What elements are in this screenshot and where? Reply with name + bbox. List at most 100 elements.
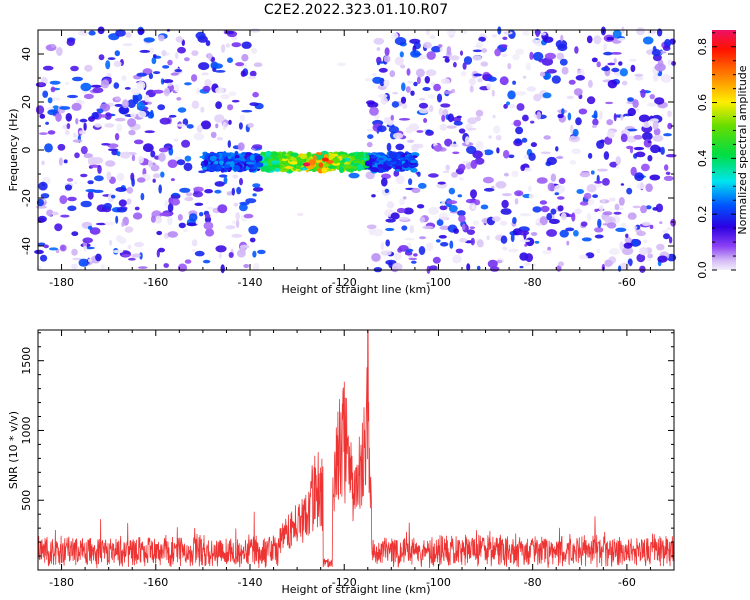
spectrogram-cell — [208, 52, 212, 61]
spectrogram-cell — [540, 32, 547, 36]
spectrogram-cell — [116, 172, 125, 182]
spectrogram-cell — [493, 125, 501, 134]
spectrogram-cell — [95, 222, 107, 226]
x-tick-label: -60 — [618, 276, 636, 289]
spectrogram-cell — [228, 119, 232, 125]
spectrogram-cell — [402, 196, 407, 200]
spectrogram-cell — [467, 127, 477, 131]
spectrogram-cell — [103, 202, 112, 210]
spectrogram-cell — [568, 135, 581, 143]
spectrogram-cell — [437, 44, 443, 48]
spectrogram-cell — [243, 213, 254, 219]
spectrogram-cell — [505, 101, 511, 106]
spectrogram-cell — [56, 47, 63, 56]
spectrogram-cell — [627, 97, 634, 102]
spectrogram-cell — [408, 257, 418, 261]
spectrogram-cell — [632, 99, 639, 109]
spectrogram-cell — [214, 70, 226, 73]
spectrogram-cell — [159, 212, 171, 217]
spectrogram-cell — [212, 63, 224, 69]
spectrogram-cell — [536, 177, 548, 184]
spectrogram-cell — [451, 171, 458, 178]
spectrogram-cell — [237, 142, 245, 151]
spectrogram-cell — [188, 213, 198, 222]
spectrogram-cell — [601, 66, 611, 72]
spectrogram-cell — [472, 49, 483, 53]
spectrogram-cell — [521, 137, 528, 143]
spectrogram-cell — [574, 208, 582, 215]
spectrogram-cell — [407, 139, 415, 143]
spectrogram-cell — [137, 28, 145, 35]
spectrogram-cell — [137, 155, 144, 164]
spectrogram-cell — [453, 61, 457, 68]
spectrogram-cell — [159, 117, 171, 125]
spectrogram-cell — [63, 159, 68, 164]
spectrogram-cell — [433, 145, 443, 152]
spectrogram-cell — [496, 259, 503, 264]
spectrogram-cell — [647, 140, 652, 144]
x-tick-label: -80 — [524, 576, 542, 589]
spectrogram-cell — [641, 119, 645, 122]
spectrogram-cell — [186, 124, 194, 129]
spectrogram-cell — [247, 75, 257, 80]
spectrogram-cell — [214, 114, 225, 123]
spectrogram-cell — [448, 205, 458, 213]
spectrogram-cell — [643, 239, 648, 244]
spectrogram-cell — [472, 150, 483, 159]
spectrogram-cell — [96, 108, 104, 114]
spectrogram-cell — [613, 211, 622, 215]
spectrogram-cell — [523, 262, 531, 266]
spectrogram-cell — [510, 233, 515, 243]
snr-background — [38, 330, 674, 570]
spectrogram-cell — [567, 112, 572, 121]
spectrogram-signal-cell — [327, 168, 333, 172]
spectrogram-cell — [184, 57, 190, 62]
spectrogram-cell — [640, 205, 648, 214]
spectrogram-cell — [452, 254, 462, 264]
spectrogram-cell — [218, 252, 222, 259]
spectrogram-cell — [440, 103, 451, 108]
spectrogram-cell — [121, 254, 131, 257]
spectrogram-cell — [389, 70, 396, 78]
spectrogram-signal-cell — [284, 166, 294, 169]
spectrogram-cell — [643, 138, 652, 148]
spectrogram-cell — [383, 55, 391, 63]
spectrogram-cell — [128, 129, 136, 136]
spectrogram-cell — [162, 79, 174, 84]
spectrogram-cell — [80, 200, 92, 208]
spectrogram-cell — [186, 222, 198, 227]
spectrogram-signal-cell — [338, 166, 345, 174]
spectrogram-cell — [413, 81, 418, 87]
spectrogram-cell — [668, 236, 673, 244]
spectrogram-cell — [98, 54, 105, 61]
spectrogram-cell — [647, 155, 653, 162]
spectrogram-cell — [543, 135, 551, 140]
spectrogram-cell — [662, 45, 671, 51]
spectrogram-cell — [181, 39, 185, 46]
y-tick-label: 1000 — [20, 416, 33, 444]
spectrogram-cell — [556, 52, 565, 60]
spectrogram-cell — [257, 249, 266, 255]
spectrogram-cell — [249, 28, 261, 33]
spectrogram-cell — [400, 96, 407, 104]
spectrogram-signal-cell — [390, 161, 398, 165]
spectrogram-cell — [539, 200, 548, 205]
spectrogram-cell — [586, 35, 593, 44]
spectrogram-signal-cell — [246, 161, 255, 165]
spectrogram-cell — [620, 114, 624, 121]
spectrogram-cell — [252, 144, 263, 150]
spectrogram-cell — [215, 123, 219, 129]
spectrogram-cell — [136, 177, 146, 183]
spectrogram-signal-cell — [321, 167, 328, 174]
spectrogram-cell — [618, 265, 622, 272]
spectrogram-cell — [391, 262, 403, 271]
spectrogram-cell — [38, 181, 48, 191]
spectrogram-cell — [569, 159, 577, 165]
spectrogram-cell — [192, 191, 204, 198]
spectrogram-cell — [40, 254, 48, 262]
spectrogram-cell — [167, 159, 178, 168]
spectrogram-signal-cell — [214, 160, 219, 165]
spectrogram-cell — [79, 118, 88, 123]
spectrogram-cell — [390, 114, 394, 121]
spectrogram-cell — [80, 173, 88, 178]
